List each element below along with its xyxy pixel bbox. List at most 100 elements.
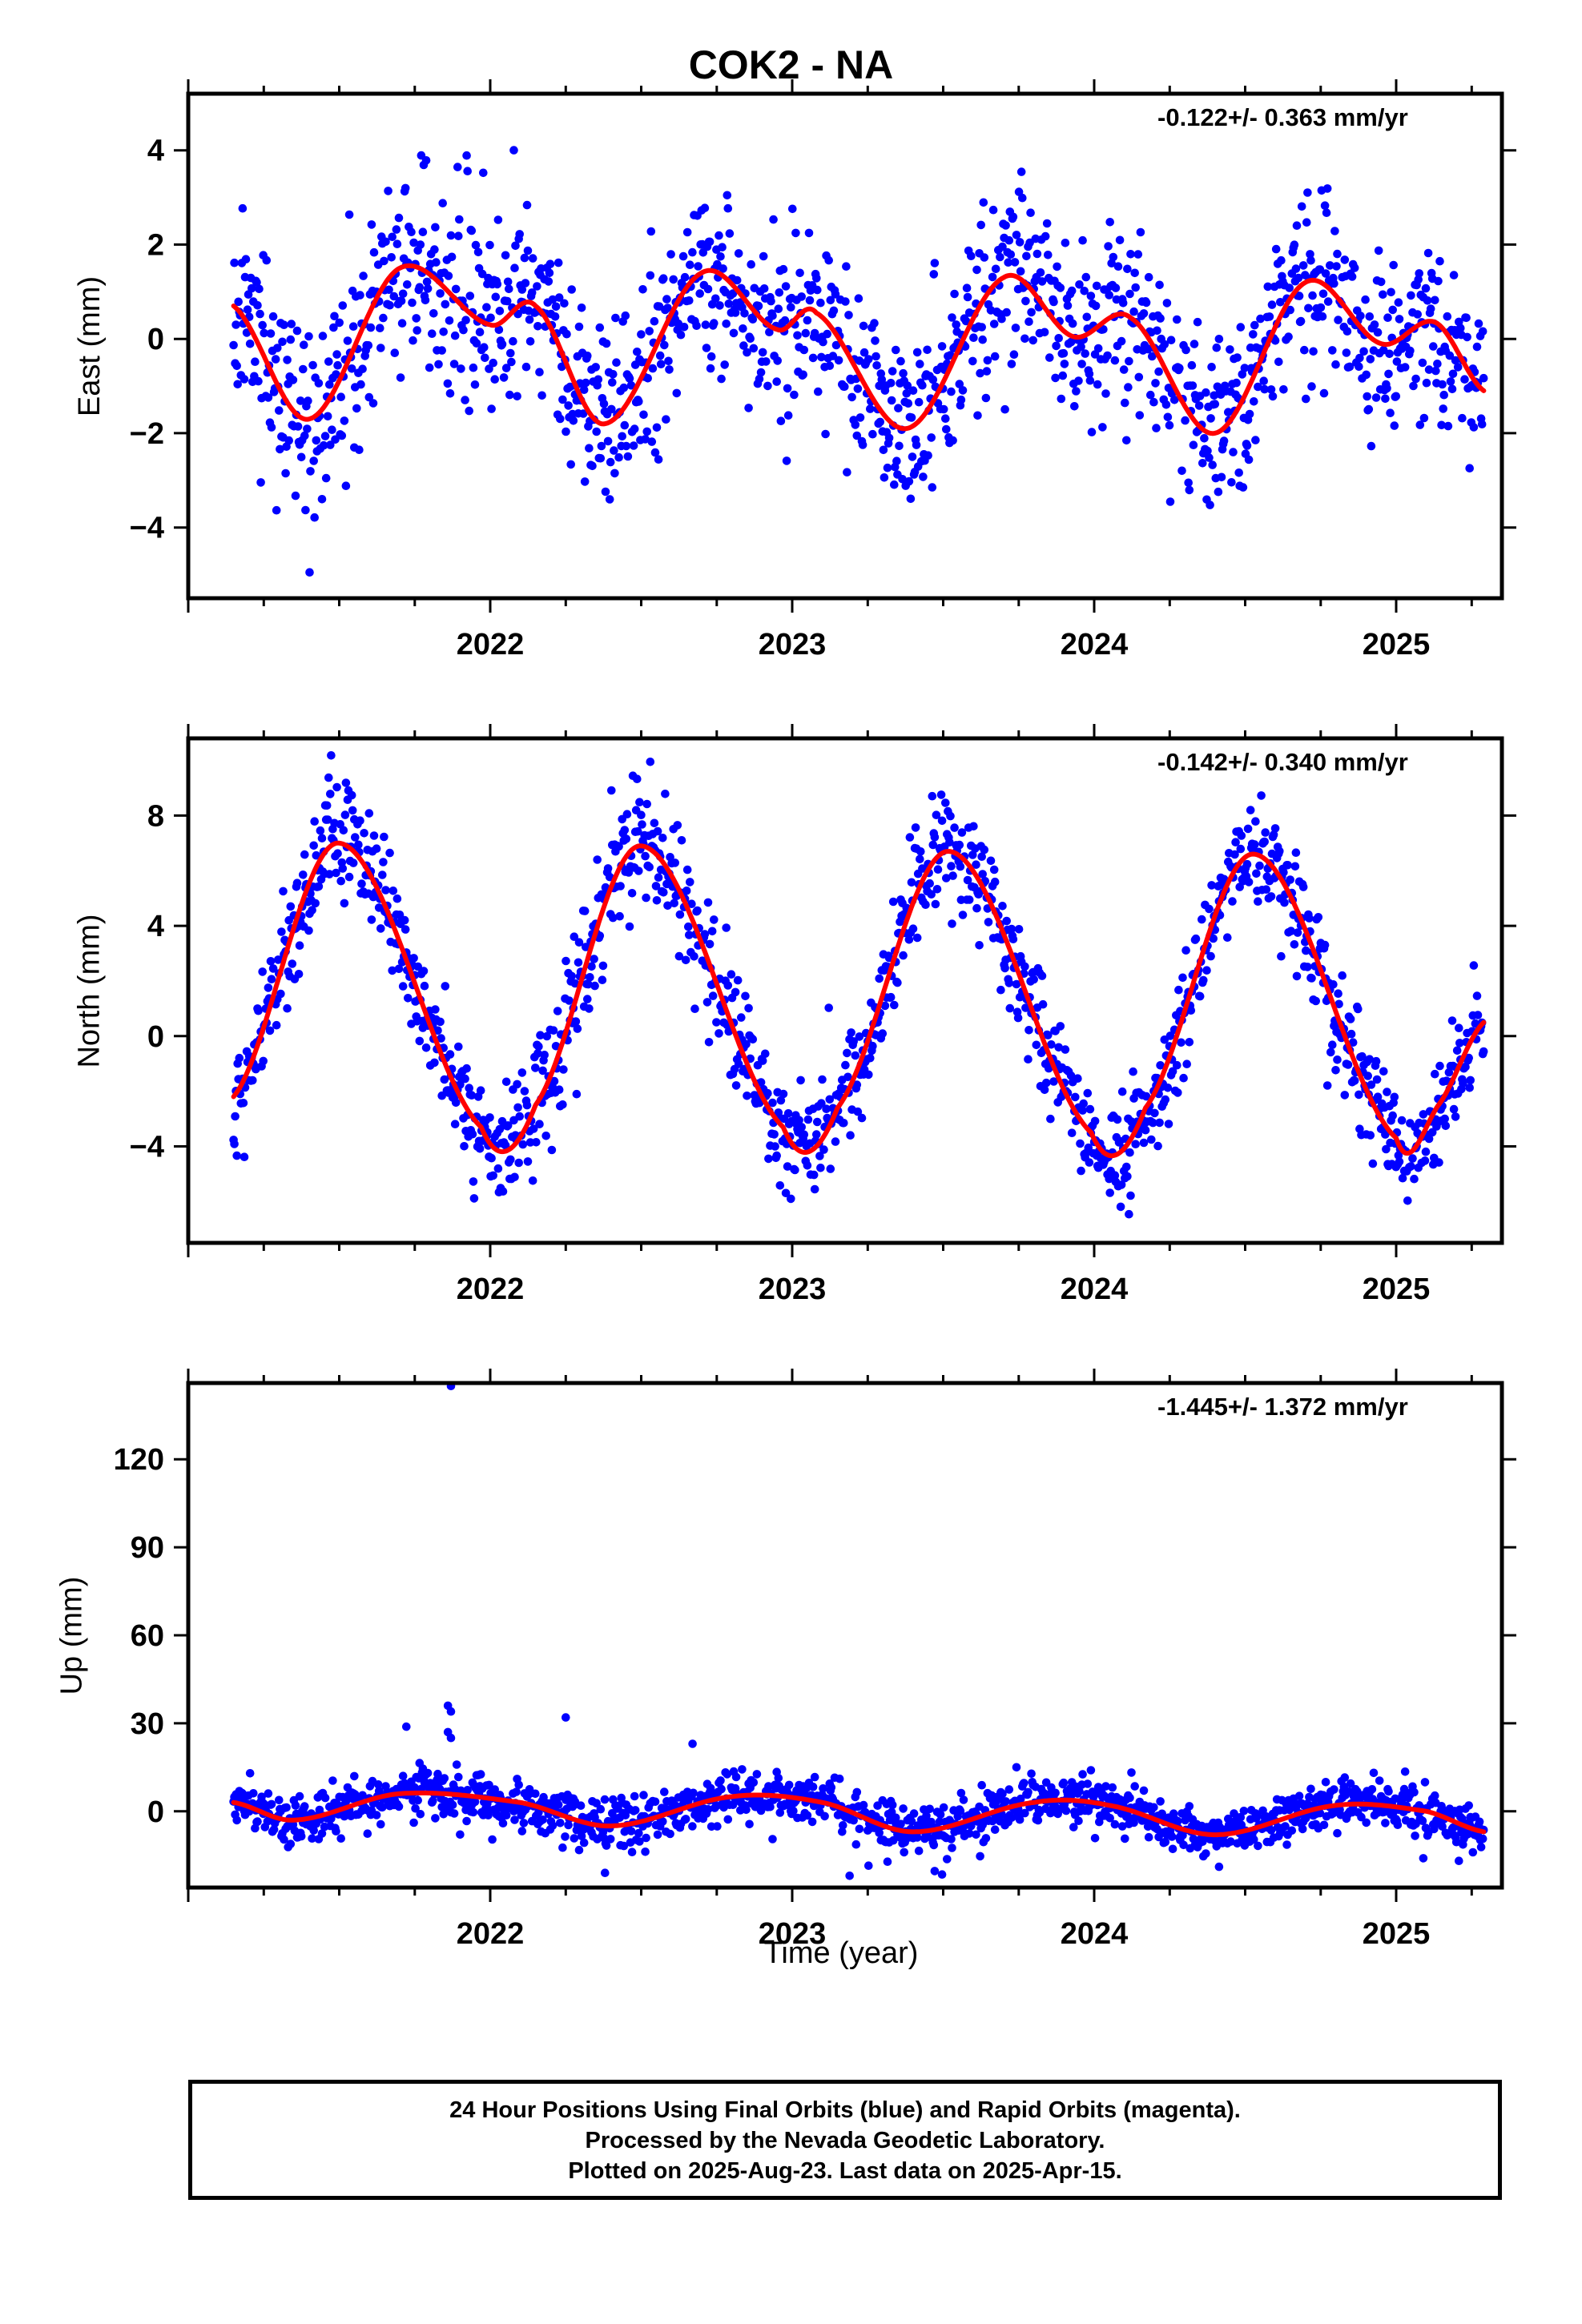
east-points [229,146,1488,577]
data-point [1236,844,1246,854]
data-point [662,415,670,424]
data-point [1418,358,1427,368]
data-point [311,899,320,908]
data-point [799,1130,809,1140]
data-point [564,1820,573,1830]
data-point [615,911,624,921]
x-axis-label: Time (year) [763,1936,919,1970]
data-point [1153,326,1161,336]
data-point [1141,298,1151,308]
data-point [1230,850,1239,859]
data-point [791,228,800,238]
data-point [518,1140,528,1149]
data-point [347,790,356,800]
data-point [1368,1159,1378,1168]
data-point [533,282,541,291]
data-point [340,810,350,819]
data-point [904,476,914,486]
data-point [942,424,951,434]
data-point [1165,1031,1175,1040]
data-point [547,1145,557,1155]
data-point [392,894,402,903]
data-point [616,882,625,891]
data-point [772,377,781,386]
data-point [300,340,308,350]
data-point [989,320,999,328]
data-point [1334,316,1342,324]
data-point [702,998,712,1007]
data-point [666,250,675,259]
data-point [556,1819,565,1827]
data-point [670,899,678,908]
data-point [946,811,955,821]
data-point [1210,400,1220,408]
data-point [1331,360,1340,369]
data-point [509,336,517,346]
data-point [695,289,704,298]
data-point [588,461,597,471]
data-point [1306,250,1314,259]
data-point [549,1076,559,1086]
data-point [719,264,727,273]
data-point [305,568,314,577]
data-point [1408,1154,1417,1163]
data-point [669,275,678,284]
data-point [235,1053,244,1063]
data-point [1456,324,1465,333]
data-point [462,1063,471,1073]
data-point [1116,1202,1125,1212]
data-point [300,431,309,440]
data-point [1415,420,1425,429]
data-point [517,285,527,294]
data-point [702,344,711,352]
data-point [344,872,354,882]
data-point [1451,1112,1460,1121]
data-point [764,1154,773,1164]
data-point [956,395,966,404]
data-point [1163,412,1173,422]
data-point [855,413,865,422]
data-point [576,1801,586,1810]
data-point [1125,1148,1134,1157]
data-point [1027,308,1036,317]
data-point [749,1778,759,1787]
data-point [879,445,888,455]
data-point [812,274,821,283]
data-point [1423,1829,1433,1838]
data-point [679,323,689,332]
x-tick-label: 2025 [1363,1273,1431,1306]
data-point [947,1835,956,1844]
data-point [1376,277,1386,287]
data-point [238,203,248,213]
data-point [1478,327,1487,336]
x-tick-label: 2022 [457,628,525,661]
data-point [1246,806,1255,814]
data-point [1415,269,1423,278]
north-model-line [231,840,1487,1159]
data-point [1283,861,1292,870]
data-point [1286,927,1295,935]
data-point [1184,478,1193,488]
data-point [662,295,671,304]
data-point [447,252,457,262]
data-point [475,1144,485,1153]
data-point [519,1819,529,1827]
data-point [252,278,261,287]
data-point [892,456,901,465]
data-point [948,919,956,928]
data-point [670,858,679,867]
data-point [276,444,284,454]
data-point [1117,336,1126,346]
data-point [374,1787,384,1795]
data-point [620,826,630,834]
data-point [534,1042,543,1051]
data-point [517,1827,527,1835]
data-point [273,344,282,352]
data-point [1117,1822,1127,1831]
data-point [868,429,877,439]
data-point [715,1029,723,1038]
data-point [948,313,956,322]
data-point [230,258,239,267]
